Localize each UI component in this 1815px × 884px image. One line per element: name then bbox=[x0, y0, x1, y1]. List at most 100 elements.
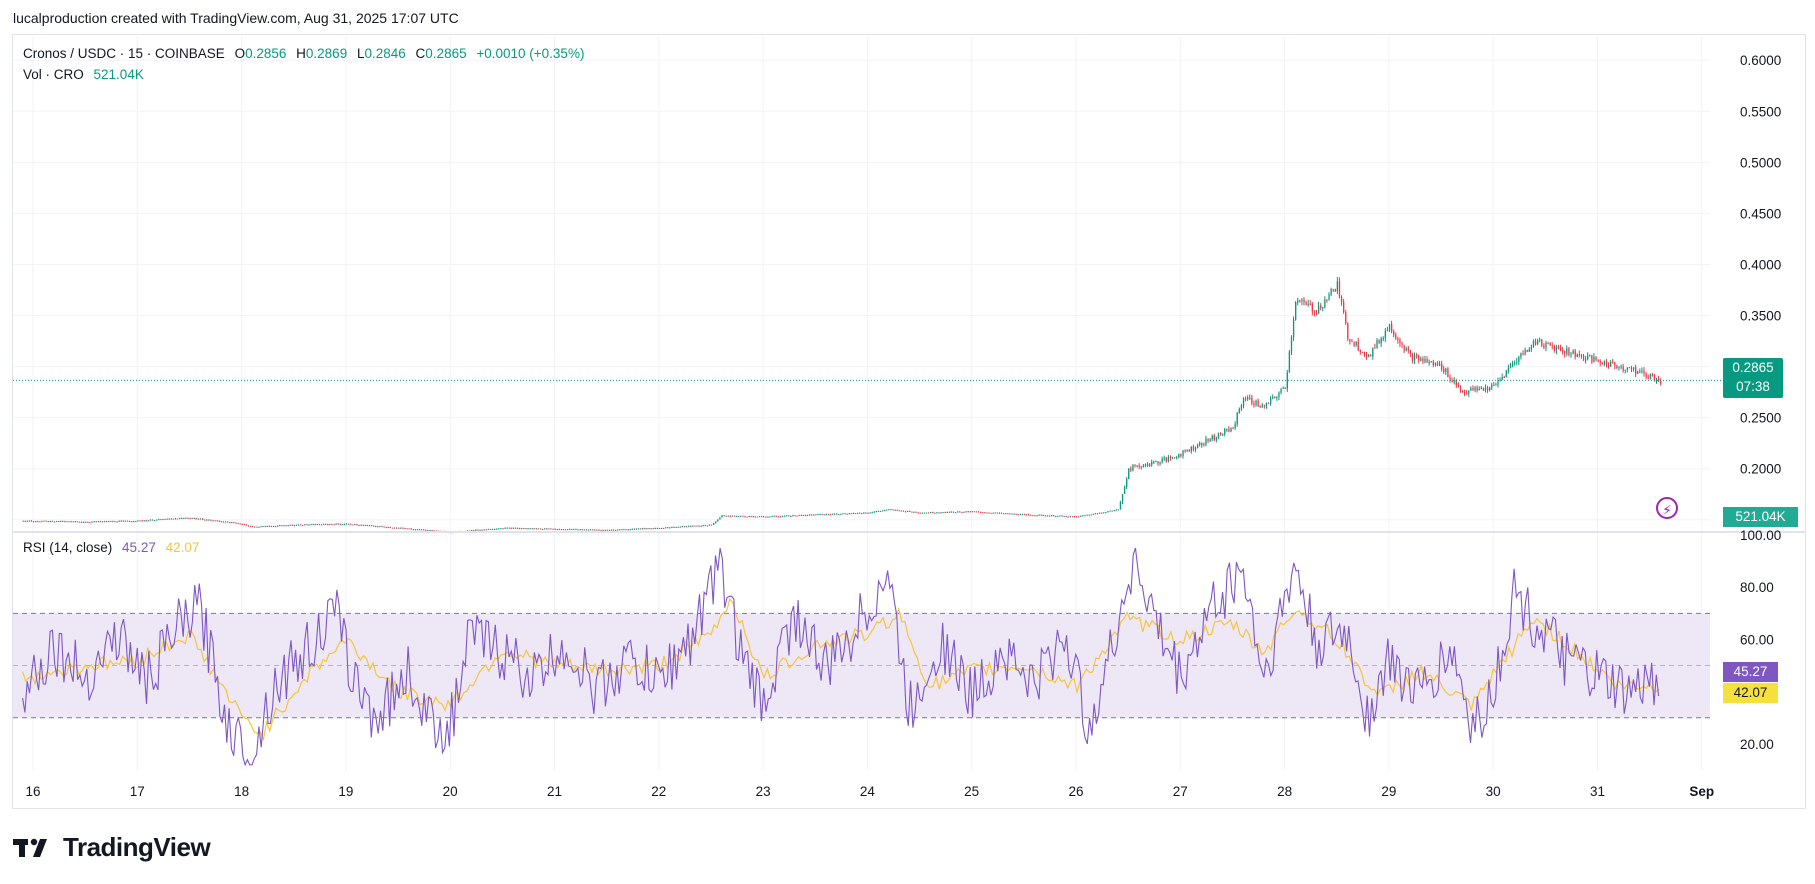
candle-body bbox=[713, 523, 715, 525]
candle-body bbox=[391, 527, 394, 529]
candle-body bbox=[642, 528, 644, 530]
candle-body bbox=[842, 513, 844, 515]
candle-body bbox=[270, 526, 273, 528]
candle-body bbox=[1073, 516, 1076, 518]
candle-body bbox=[1524, 349, 1526, 355]
open-value: 0.2856 bbox=[245, 46, 287, 61]
low-value: 0.2846 bbox=[364, 46, 406, 61]
candle-body bbox=[22, 520, 24, 522]
candle-body bbox=[70, 521, 72, 523]
candle-body bbox=[316, 524, 318, 526]
candle-body bbox=[78, 521, 81, 523]
candle-body bbox=[201, 518, 204, 520]
candle-body bbox=[575, 529, 577, 531]
chart-frame bbox=[12, 34, 1806, 809]
candle-body bbox=[28, 520, 31, 522]
candle-body bbox=[1405, 348, 1407, 351]
tradingview-logo[interactable]: TradingView bbox=[13, 832, 211, 863]
candle-body bbox=[1620, 366, 1622, 368]
candle-body bbox=[963, 511, 965, 513]
candle-body bbox=[1355, 341, 1357, 346]
chart-caption: lucalproduction created with TradingView… bbox=[13, 10, 459, 26]
candle-body bbox=[888, 509, 890, 511]
rsi-label[interactable]: RSI (14, close) bbox=[23, 540, 113, 555]
candle-body bbox=[715, 521, 717, 524]
symbol-label[interactable]: Cronos / USDC · 15 · COINBASE bbox=[23, 46, 225, 61]
candle-body bbox=[581, 529, 583, 531]
candle-body bbox=[337, 523, 339, 525]
candle-body bbox=[266, 525, 268, 527]
candle-body bbox=[1232, 428, 1234, 430]
candle-body bbox=[852, 513, 855, 515]
candle-body bbox=[1226, 429, 1228, 431]
x-tick-label: 22 bbox=[651, 784, 666, 799]
candle-body bbox=[817, 514, 819, 516]
candle-body bbox=[813, 514, 815, 516]
candle-body bbox=[124, 520, 127, 522]
candle-body bbox=[562, 529, 565, 531]
candle-body bbox=[153, 520, 156, 522]
candle-body bbox=[973, 511, 976, 513]
candle-body bbox=[1420, 358, 1422, 361]
candle-body bbox=[1059, 515, 1061, 517]
candle-body bbox=[481, 529, 483, 531]
candle-body bbox=[1351, 341, 1353, 343]
candle-body bbox=[1639, 371, 1641, 373]
candle-body bbox=[1161, 458, 1163, 462]
candle-body bbox=[91, 521, 93, 523]
candle-body bbox=[788, 515, 790, 517]
x-tick-label: 30 bbox=[1486, 784, 1501, 799]
candle-body bbox=[310, 524, 312, 526]
candle-body bbox=[546, 528, 548, 530]
candle-body bbox=[277, 525, 279, 527]
candle-body bbox=[1007, 513, 1009, 515]
candle-body bbox=[1413, 354, 1416, 361]
candle-body bbox=[1345, 312, 1347, 324]
candle-body bbox=[377, 526, 379, 528]
candle-body bbox=[844, 513, 846, 515]
candle-body bbox=[1326, 299, 1328, 301]
candle-body bbox=[769, 516, 771, 518]
last-price: 0.2865 bbox=[1732, 360, 1774, 375]
candle-body bbox=[504, 527, 506, 529]
candle-body bbox=[1424, 359, 1426, 362]
lightning-icon[interactable]: ⚡ bbox=[1656, 497, 1678, 519]
candle-body bbox=[1071, 516, 1074, 518]
candle-body bbox=[950, 511, 953, 513]
candle-body bbox=[231, 522, 233, 524]
candle-body bbox=[1511, 363, 1514, 367]
candle-body bbox=[1315, 312, 1318, 314]
candle-body bbox=[635, 528, 638, 530]
candle-body bbox=[237, 522, 239, 524]
x-tick-label: 19 bbox=[338, 784, 353, 799]
candle-body bbox=[1451, 380, 1453, 383]
candle-body bbox=[721, 515, 723, 518]
rsi-value: 45.27 bbox=[122, 540, 156, 555]
candle-body bbox=[1660, 380, 1662, 384]
rsi-pane bbox=[13, 547, 1710, 767]
candle-body bbox=[592, 529, 594, 531]
candle-body bbox=[1103, 512, 1105, 514]
candle-body bbox=[700, 525, 702, 527]
candle-body bbox=[877, 511, 880, 513]
candle-body bbox=[58, 521, 60, 523]
candle-body bbox=[1507, 367, 1510, 371]
candle-body bbox=[322, 523, 325, 525]
candle-body bbox=[128, 521, 131, 523]
candle-body bbox=[1599, 360, 1601, 364]
candle-body bbox=[1307, 303, 1309, 305]
candle-body bbox=[1489, 387, 1491, 390]
volume-label[interactable]: Vol · CRO bbox=[23, 67, 84, 82]
candle-body bbox=[339, 524, 341, 526]
candle-body bbox=[608, 529, 611, 531]
candle-body bbox=[1641, 370, 1643, 372]
candle-body bbox=[990, 512, 992, 514]
candle-body bbox=[1184, 450, 1186, 452]
candle-body bbox=[831, 513, 834, 515]
candle-body bbox=[1149, 464, 1151, 467]
candle-body bbox=[224, 521, 227, 523]
candle-body bbox=[199, 518, 202, 520]
candle-body bbox=[1461, 390, 1464, 393]
candle-body bbox=[521, 528, 523, 530]
